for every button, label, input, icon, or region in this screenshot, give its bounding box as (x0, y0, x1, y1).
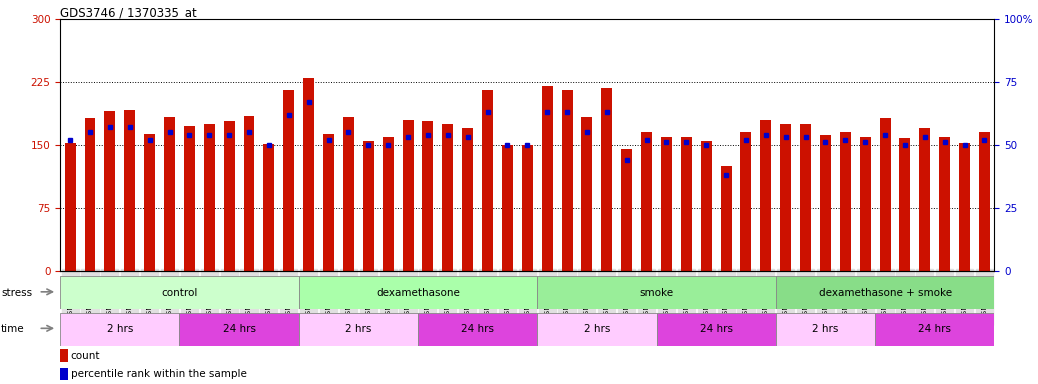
Bar (144, 134, 155, 271)
Bar (542, 86, 552, 271)
Text: 2 hrs: 2 hrs (583, 324, 610, 334)
Bar (538, 276, 775, 309)
Bar (781, 124, 791, 271)
Bar (422, 121, 434, 271)
Bar (820, 135, 831, 271)
Bar (403, 120, 413, 271)
Text: 2 hrs: 2 hrs (813, 324, 839, 334)
Text: 2 hrs: 2 hrs (346, 324, 372, 334)
Text: smoke: smoke (639, 288, 674, 298)
Bar (462, 128, 473, 271)
Bar (482, 91, 493, 271)
Bar (502, 145, 513, 271)
Bar (979, 132, 990, 271)
Bar (840, 132, 851, 271)
Bar (959, 143, 971, 271)
Bar (244, 116, 254, 271)
Text: dexamethasone: dexamethasone (376, 288, 460, 298)
Bar (363, 141, 374, 271)
Text: 24 hrs: 24 hrs (919, 324, 951, 334)
Bar (522, 145, 532, 271)
Text: 24 hrs: 24 hrs (461, 324, 494, 334)
Bar (800, 124, 811, 271)
Bar (383, 137, 393, 271)
Bar (60, 313, 180, 346)
Text: time: time (1, 324, 25, 334)
Bar (720, 166, 732, 271)
Text: percentile rank within the sample: percentile rank within the sample (71, 369, 246, 379)
Text: count: count (71, 351, 100, 361)
Bar (60, 276, 299, 309)
Text: stress: stress (1, 288, 32, 298)
Bar (299, 276, 538, 309)
Bar (875, 313, 994, 346)
Bar (299, 313, 418, 346)
Bar (418, 313, 538, 346)
Bar (84, 118, 95, 271)
Bar (203, 124, 215, 271)
Bar (64, 143, 76, 271)
Bar (184, 126, 195, 271)
Bar (641, 132, 652, 271)
Bar (180, 313, 299, 346)
Bar (879, 118, 891, 271)
Bar (701, 141, 712, 271)
Bar (105, 111, 115, 271)
Bar (283, 91, 294, 271)
Bar (343, 117, 354, 271)
Bar (264, 144, 274, 271)
Text: 24 hrs: 24 hrs (222, 324, 255, 334)
Bar (303, 78, 315, 271)
Bar (562, 91, 573, 271)
Bar (920, 128, 930, 271)
Bar (538, 313, 656, 346)
Bar (661, 137, 672, 271)
Bar (761, 120, 771, 271)
Bar (681, 137, 691, 271)
Bar (939, 137, 950, 271)
Text: 24 hrs: 24 hrs (700, 324, 733, 334)
Bar (775, 313, 875, 346)
Bar (775, 276, 994, 309)
Bar (900, 138, 910, 271)
Bar (621, 149, 632, 271)
Bar (656, 313, 775, 346)
Bar (125, 110, 135, 271)
Bar (601, 88, 612, 271)
Text: control: control (161, 288, 197, 298)
Bar (60, 367, 67, 380)
Bar (60, 349, 67, 362)
Bar (164, 117, 175, 271)
Bar (581, 117, 593, 271)
Text: GDS3746 / 1370335_at: GDS3746 / 1370335_at (60, 6, 197, 19)
Bar (442, 124, 454, 271)
Bar (323, 134, 334, 271)
Text: 2 hrs: 2 hrs (107, 324, 133, 334)
Bar (224, 121, 235, 271)
Text: dexamethasone + smoke: dexamethasone + smoke (819, 288, 952, 298)
Bar (740, 132, 752, 271)
Bar (859, 137, 871, 271)
